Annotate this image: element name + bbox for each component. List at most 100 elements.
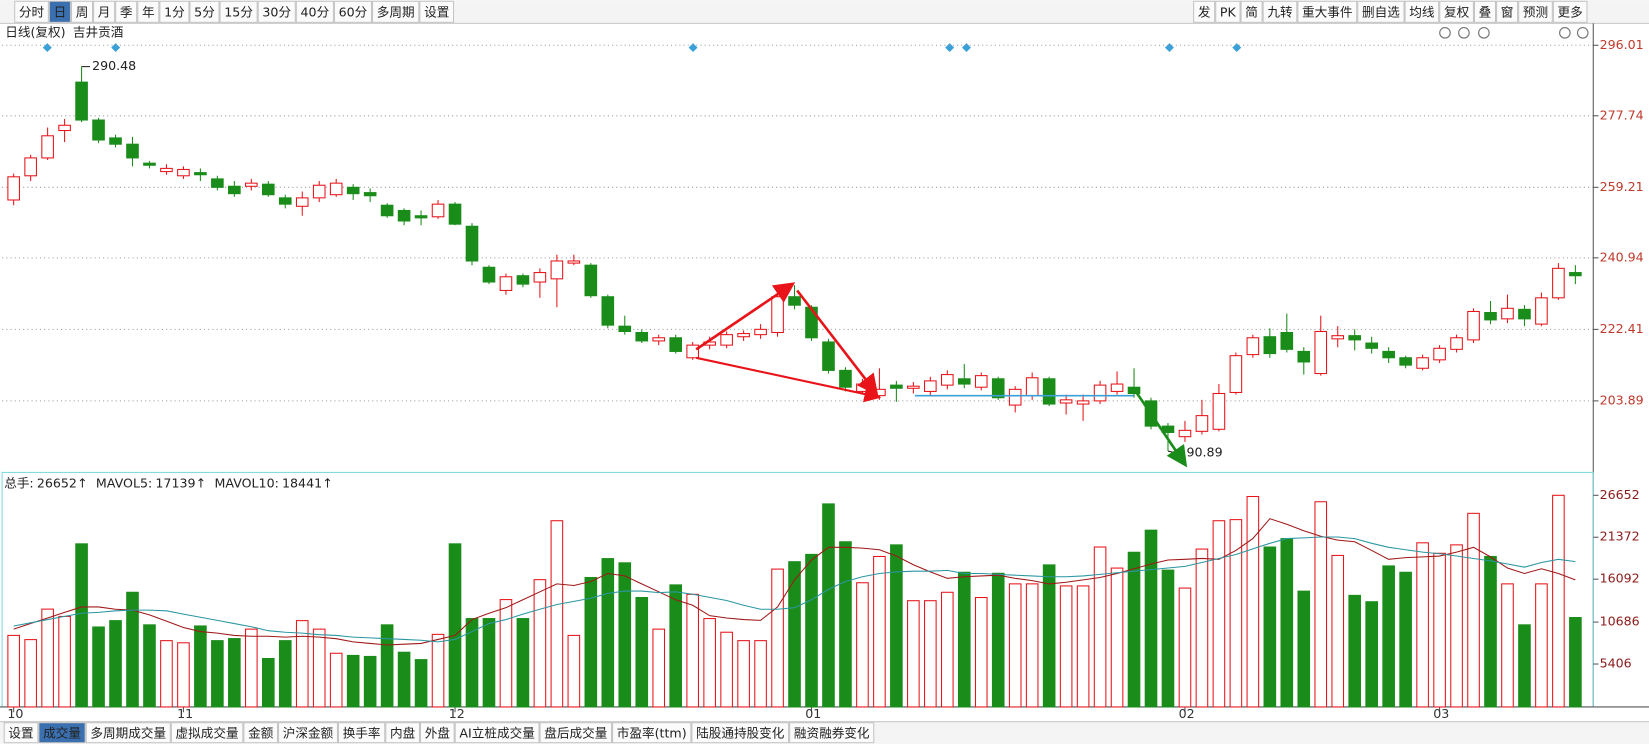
icon[interactable] [1458, 27, 1470, 39]
toolbar-button[interactable]: 分时 [19, 4, 45, 19]
volume-bar [312, 628, 326, 708]
toolbar-button-bg[interactable] [257, 0, 296, 23]
toolbar-button-bg[interactable] [1215, 0, 1241, 23]
tab[interactable]: 陆股通持股变化 [696, 725, 785, 740]
toolbar-button[interactable]: 预测 [1523, 4, 1548, 19]
toolbar-button[interactable]: 九转 [1267, 4, 1293, 19]
toolbar-button[interactable]: 叠 [1479, 4, 1492, 19]
toolbar-button[interactable]: 15分 [224, 4, 253, 19]
tab[interactable]: 沪深金额 [283, 725, 334, 740]
tab[interactable]: 金额 [248, 725, 274, 740]
tab[interactable]: 融资融券变化 [794, 725, 870, 740]
toolbar-button-bg[interactable] [14, 0, 49, 23]
tab[interactable]: 成交量 [43, 725, 81, 740]
toolbar-button[interactable]: 重大事件 [1302, 4, 1352, 19]
volume-bar [261, 657, 275, 708]
legend-value: 26652↑ [37, 476, 88, 491]
toolbar-button[interactable]: 年 [142, 4, 155, 19]
volume-bar [1331, 554, 1345, 708]
toolbar-button-bg[interactable] [419, 0, 455, 23]
toolbar-button-bg[interactable] [1240, 0, 1263, 23]
toolbar-button-bg[interactable] [1473, 0, 1497, 23]
plot: 日线(复权) 吉井贡酒 203.89 222.41 240.94 259.21 277.74… [2, 24, 1644, 721]
tab[interactable]: 盘后成交量 [544, 725, 607, 740]
icon[interactable] [1439, 27, 1451, 39]
tab[interactable]: 设置 [8, 725, 33, 740]
icon[interactable] [1559, 27, 1571, 39]
y-tick-label: 259.21 [1600, 179, 1644, 194]
toolbar-button[interactable]: 设置 [424, 4, 449, 19]
tab[interactable]: AI立桩成交量 [459, 725, 535, 740]
tab[interactable]: 内盘 [390, 725, 416, 740]
tab-bg[interactable] [3, 722, 39, 744]
toolbar-button[interactable]: 30分 [262, 4, 291, 19]
tab-bg[interactable] [243, 722, 279, 744]
toolbar-button-bg[interactable] [295, 0, 334, 23]
candle-body [771, 296, 784, 334]
candle-body [177, 168, 190, 177]
tab-bg[interactable] [612, 722, 692, 744]
volume-bar [1059, 585, 1073, 708]
tab-bg[interactable] [85, 722, 171, 744]
toolbar-button-bg[interactable] [1262, 0, 1298, 23]
volume-bar [160, 640, 173, 708]
toolbar-button-bg[interactable] [48, 0, 71, 23]
tab-bg[interactable] [419, 722, 455, 744]
toolbar-button-bg[interactable] [372, 0, 420, 23]
tab[interactable]: 多周期成交量 [90, 725, 166, 740]
icon[interactable] [1576, 27, 1589, 39]
tab[interactable]: 虚拟成交量 [176, 725, 239, 740]
volume-bar [1076, 585, 1090, 708]
tab[interactable]: 外盘 [425, 725, 451, 740]
toolbar-button-bg[interactable] [1496, 0, 1519, 23]
toolbar-button-bg[interactable] [1193, 0, 1216, 23]
toolbar-button-bg[interactable] [159, 0, 190, 23]
tab-bg[interactable] [454, 722, 540, 744]
tab-bg[interactable] [38, 722, 86, 744]
toolbar-button-bg[interactable] [1518, 0, 1553, 23]
legend-value: 18441↑ [282, 476, 333, 491]
toolbar-button-bg[interactable] [137, 0, 160, 23]
tab[interactable]: 市盈率(ttm) [617, 725, 687, 740]
toolbar-button[interactable]: 60分 [339, 4, 368, 19]
toolbar-button[interactable]: 季 [120, 4, 133, 19]
toolbar-button[interactable]: 日 [54, 4, 67, 19]
toolbar-button[interactable]: 月 [98, 4, 111, 19]
toolbar-button[interactable]: 1分 [164, 4, 185, 19]
candle-body [1382, 350, 1395, 359]
toolbar-button-bg[interactable] [1552, 0, 1588, 23]
toolbar-button[interactable]: 复权 [1444, 4, 1470, 19]
tab[interactable]: 换手率 [343, 725, 381, 740]
toolbar-button[interactable]: 更多 [1558, 4, 1583, 19]
toolbar-button[interactable]: 窗 [1501, 4, 1514, 19]
toolbar-button-bg[interactable] [1357, 0, 1405, 23]
toolbar-button[interactable]: 周 [76, 4, 89, 19]
toolbar-button[interactable]: 5分 [194, 4, 215, 19]
toolbar-button-bg[interactable] [1297, 0, 1358, 23]
toolbar-button-bg[interactable] [1404, 0, 1440, 23]
icon[interactable] [1478, 27, 1490, 39]
toolbar-button-bg[interactable] [93, 0, 116, 23]
toolbar-button-bg[interactable] [1439, 0, 1474, 23]
toolbar-button-bg[interactable] [189, 0, 220, 23]
toolbar-button[interactable]: 40分 [301, 4, 330, 19]
toolbar-button-bg[interactable] [115, 0, 138, 23]
tab-bg[interactable] [278, 722, 338, 744]
toolbar-button[interactable]: 发 [1198, 4, 1211, 19]
volume-bar [295, 620, 309, 708]
toolbar-button[interactable]: PK [1220, 4, 1237, 19]
tab-bg[interactable] [789, 722, 875, 744]
tab-bg[interactable] [170, 722, 244, 744]
toolbar-button-bg[interactable] [333, 0, 373, 23]
tab-bg[interactable] [539, 722, 613, 744]
toolbar-button[interactable]: 均线 [1409, 4, 1435, 19]
tab-bg[interactable] [337, 722, 386, 744]
toolbar-button-bg[interactable] [219, 0, 258, 23]
toolbar-button[interactable]: 删自选 [1362, 4, 1400, 19]
tab-bg[interactable] [691, 722, 790, 744]
volume-bar [1365, 601, 1378, 708]
toolbar-button[interactable]: 多周期 [377, 4, 415, 19]
toolbar-button[interactable]: 简 [1245, 4, 1258, 19]
tab-bg[interactable] [385, 722, 420, 744]
toolbar-button-bg[interactable] [70, 0, 94, 23]
